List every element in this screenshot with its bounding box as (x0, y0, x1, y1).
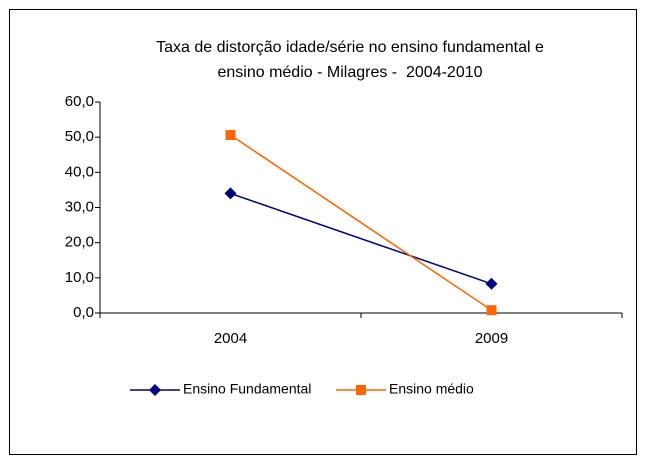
x-tick-label: 2004 (214, 330, 247, 347)
y-tick-label: 30,0 (65, 198, 94, 215)
chart-title: Taxa de distorção idade/série no ensino … (156, 39, 544, 56)
chart-border (9, 9, 637, 455)
y-tick-label: 0,0 (73, 304, 94, 321)
series-line (230, 192, 492, 285)
y-tick-label: 50,0 (65, 128, 94, 145)
y-tick-label: 60,0 (65, 93, 94, 110)
series-line (230, 134, 492, 311)
marker (486, 305, 497, 316)
legend-marker (356, 385, 366, 395)
legend-label: Ensino Fundamental (183, 381, 311, 397)
marker (224, 187, 237, 200)
y-tick-label: 40,0 (65, 163, 94, 180)
marker (485, 277, 498, 290)
legend-label: Ensino médio (389, 381, 474, 397)
x-tick-label: 2009 (475, 330, 508, 347)
y-tick-label: 10,0 (65, 269, 94, 286)
y-tick-label: 20,0 (65, 234, 94, 251)
legend-marker (149, 384, 161, 396)
chart-title: ensino médio - Milagres - 2004-2010 (217, 64, 482, 81)
marker (225, 130, 236, 141)
